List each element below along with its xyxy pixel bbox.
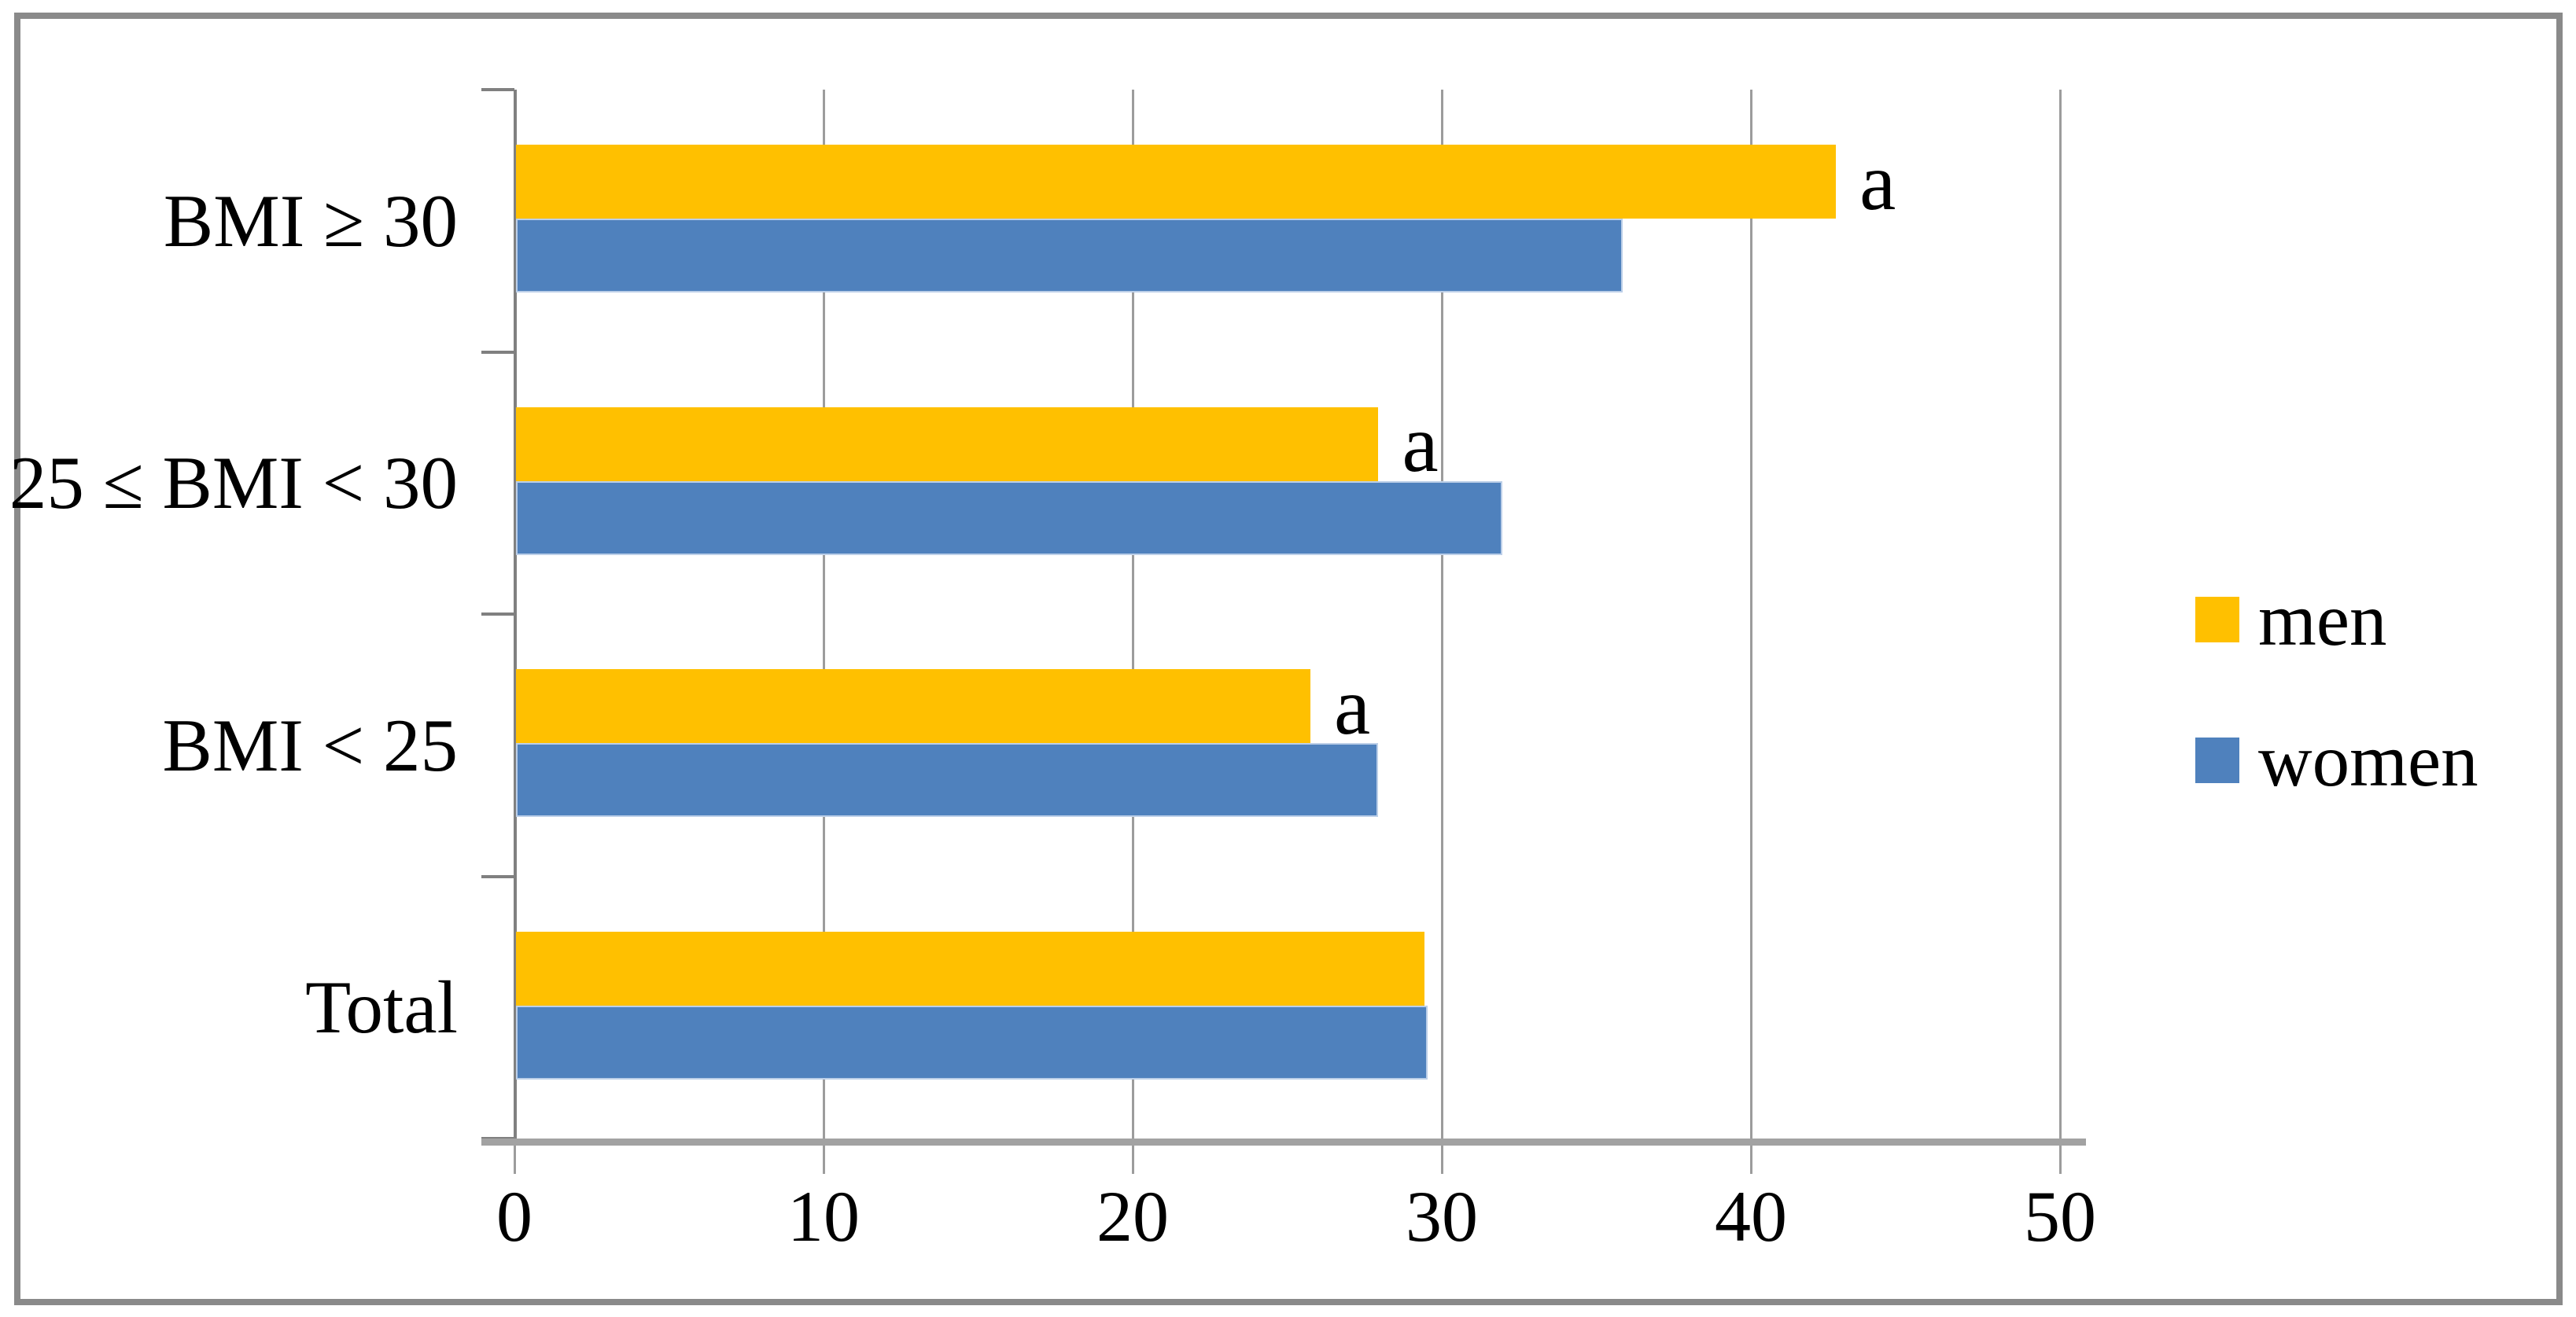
category-axis-line xyxy=(513,90,517,1139)
gridline-10 xyxy=(822,90,825,1139)
axis-tick-10 xyxy=(822,1146,825,1174)
bar-men-3 xyxy=(516,669,1310,743)
bar-men-2 xyxy=(516,407,1379,481)
legend-label-men: men xyxy=(2258,578,2387,661)
axis-tick-30 xyxy=(1440,1146,1443,1174)
x-tick-label-30: 30 xyxy=(1406,1176,1478,1256)
category-tick xyxy=(481,88,514,91)
category-tick xyxy=(481,350,514,354)
category-label: Total xyxy=(305,966,458,1050)
bar-women-2 xyxy=(516,480,1502,555)
legend-item-women: women xyxy=(2195,717,2478,804)
significance-annotation: a xyxy=(1859,136,1896,227)
significance-annotation: a xyxy=(1402,399,1439,489)
legend-label-women: women xyxy=(2258,719,2478,802)
category-tick xyxy=(481,613,514,616)
category-label: BMI ≥ 30 xyxy=(163,178,458,263)
category-label: BMI < 25 xyxy=(162,703,458,787)
bar-women-1 xyxy=(516,219,1623,292)
axis-tick-50 xyxy=(2058,1146,2062,1174)
x-tick-label-10: 10 xyxy=(787,1176,860,1256)
x-tick-label-0: 0 xyxy=(496,1176,533,1256)
axis-tick-20 xyxy=(1131,1146,1134,1174)
legend-swatch-women xyxy=(2195,738,2239,783)
gridline-20 xyxy=(1131,90,1134,1139)
legend-swatch-men xyxy=(2195,597,2239,642)
x-tick-label-40: 40 xyxy=(1715,1176,1787,1256)
legend-item-men: men xyxy=(2195,576,2387,663)
bar-men-4 xyxy=(516,931,1425,1006)
gridline-50 xyxy=(2058,90,2062,1139)
significance-annotation: a xyxy=(1334,660,1371,752)
x-tick-label-50: 50 xyxy=(2024,1176,2096,1256)
bar-women-4 xyxy=(516,1005,1428,1080)
x-tick-label-20: 20 xyxy=(1096,1176,1169,1256)
category-label: 25 ≤ BMI < 30 xyxy=(9,441,458,525)
bar-men-1 xyxy=(516,145,1837,219)
gridline-30 xyxy=(1440,90,1443,1139)
gridline-40 xyxy=(1749,90,1752,1139)
category-tick xyxy=(481,874,514,878)
axis-tick-40 xyxy=(1749,1146,1752,1174)
x-axis-line xyxy=(481,1139,2086,1146)
axis-tick-0 xyxy=(513,1146,516,1174)
bar-women-3 xyxy=(516,743,1379,817)
